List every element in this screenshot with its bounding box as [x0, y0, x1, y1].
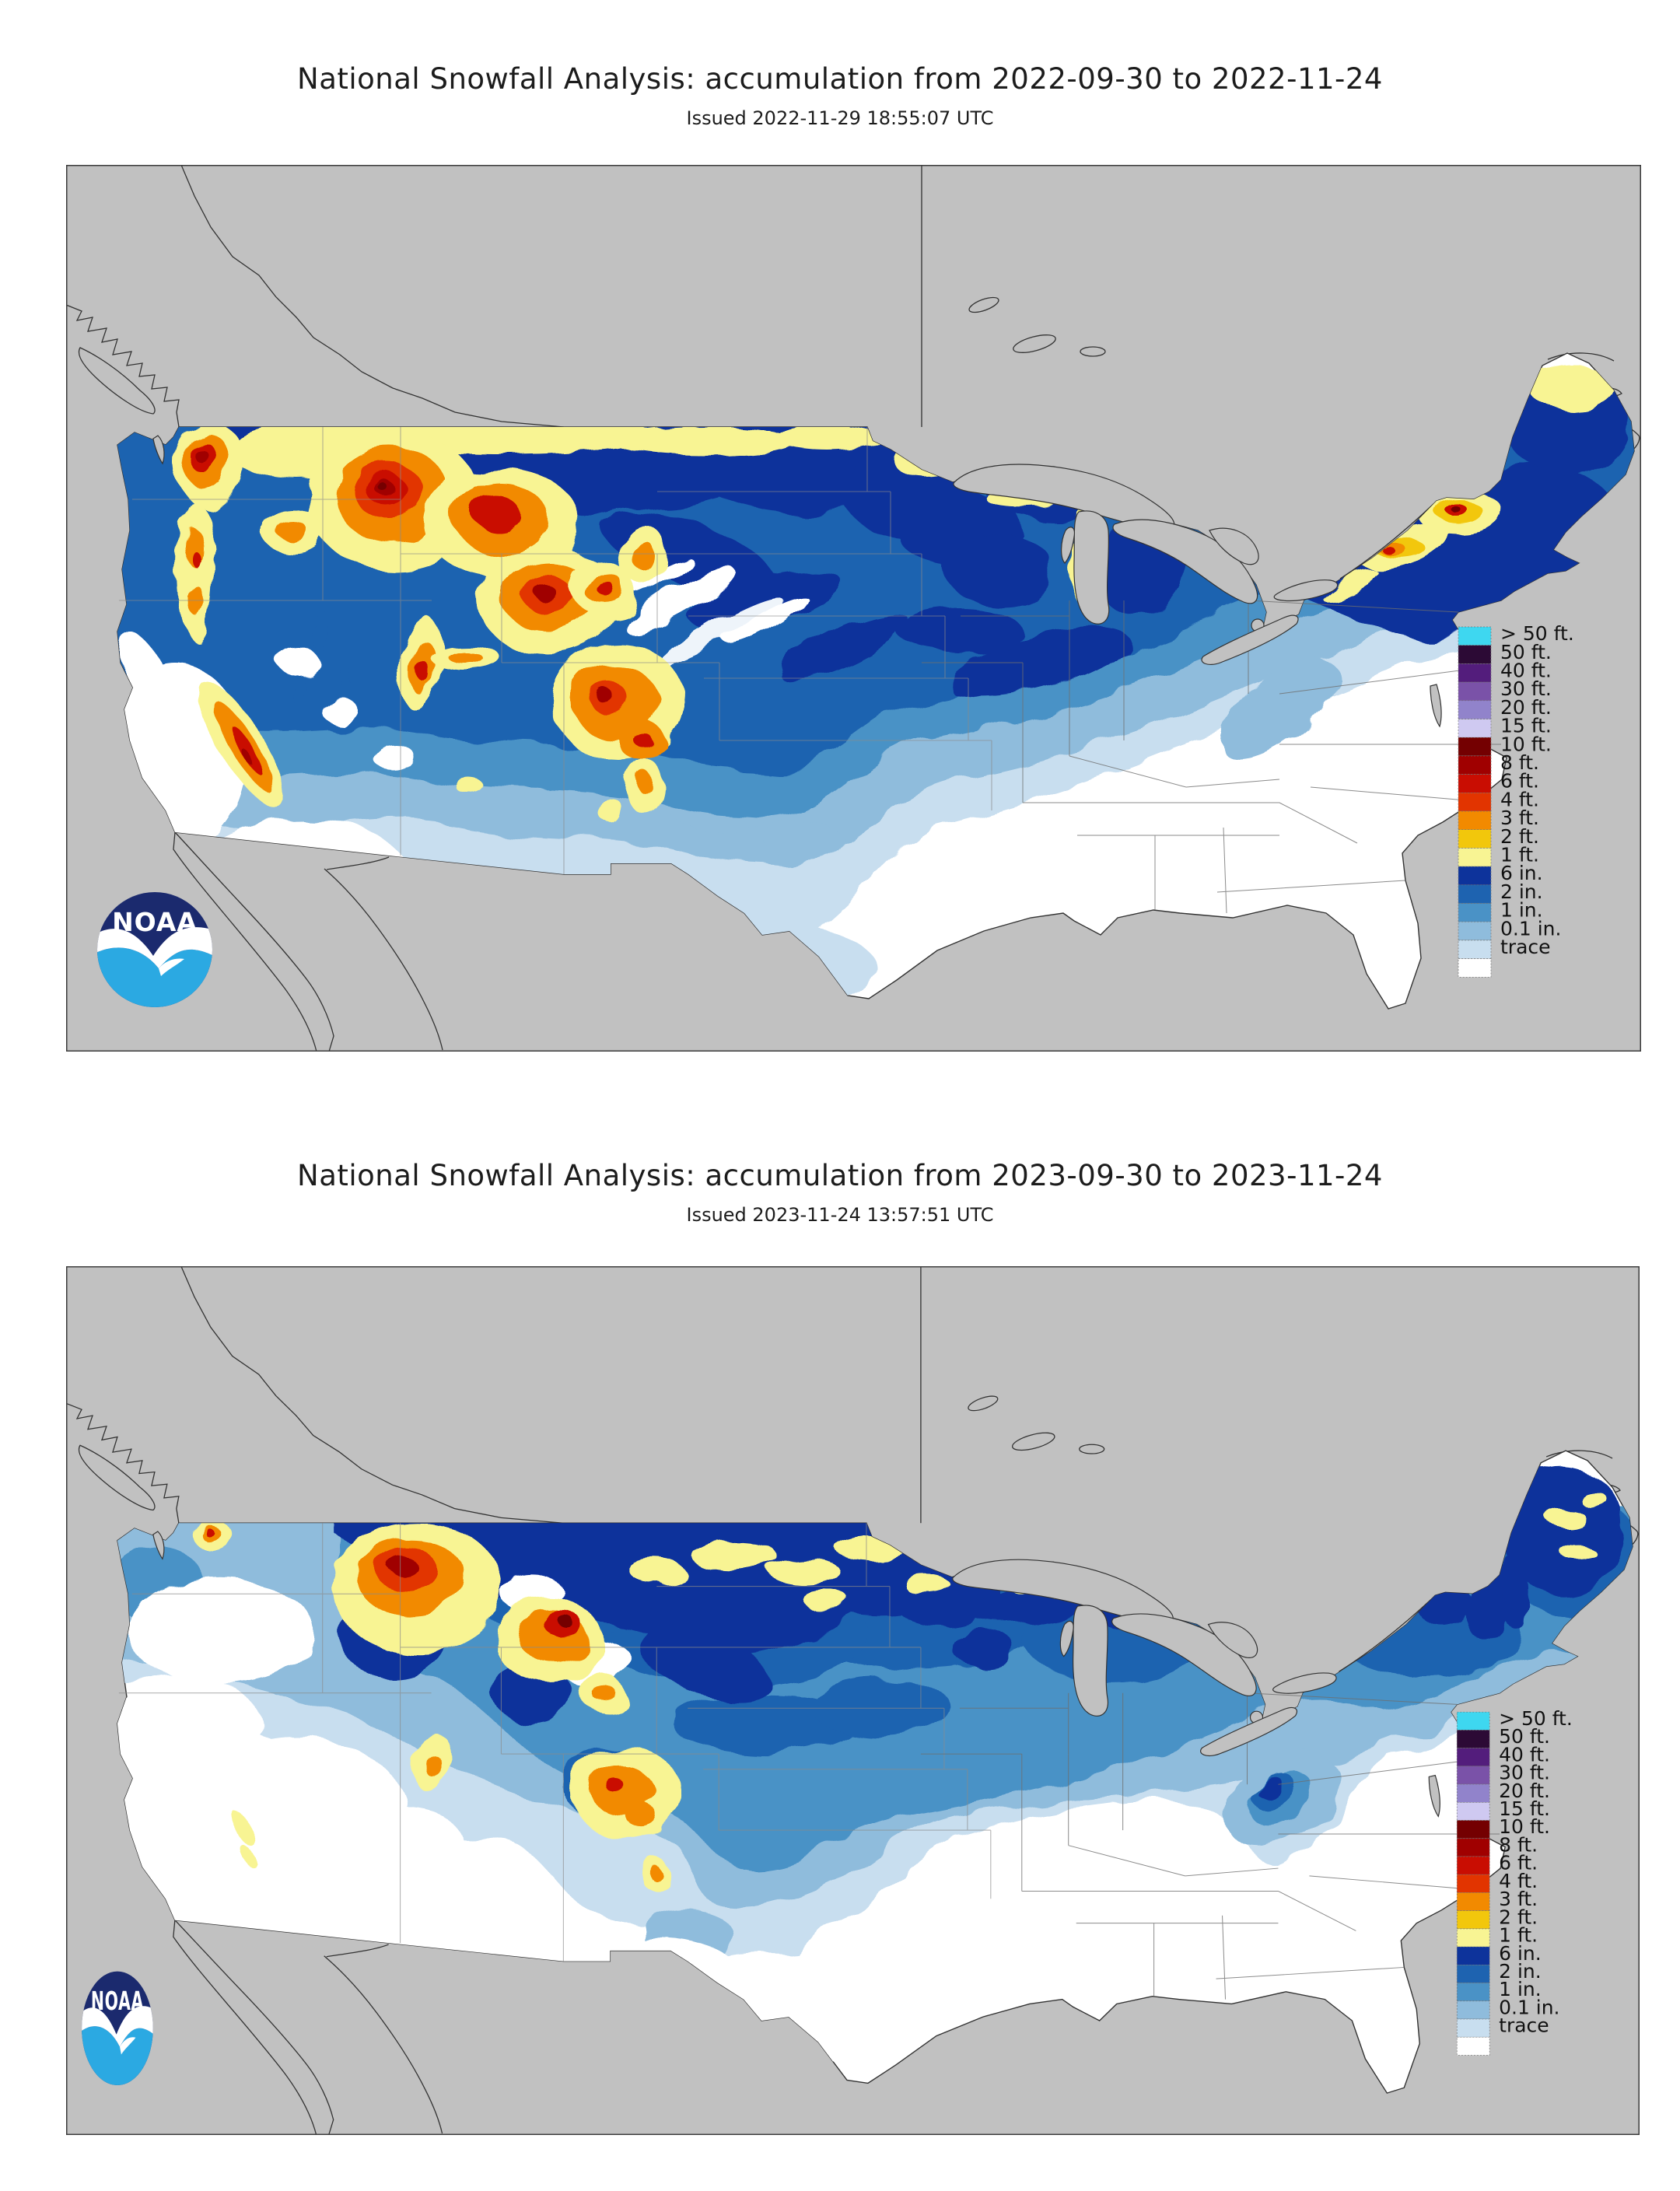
- legend-swatch: [1458, 866, 1492, 886]
- legend-swatch: [1456, 1766, 1490, 1785]
- legend-label: 1 in.: [1499, 1978, 1542, 2000]
- legend-swatch: [1456, 1983, 1490, 2002]
- legend-label: 0.1 in.: [1499, 1997, 1559, 2019]
- legend-label: 2 in.: [1499, 1960, 1542, 1983]
- legend-label: 40 ft.: [1499, 1744, 1550, 1766]
- snowfall-legend: > 50 ft.50 ft.40 ft.30 ft.20 ft.15 ft.10…: [1456, 1707, 1573, 2056]
- legend-label: > 50 ft.: [1500, 622, 1574, 645]
- map-issued-2023: Issued 2023-11-24 13:57:51 UTC: [686, 1204, 994, 1226]
- legend-swatch: [1458, 645, 1492, 664]
- legend-swatch: [1458, 810, 1492, 831]
- legend-swatch: [1458, 958, 1492, 978]
- map-canvas-2023: > 50 ft. 50 ft. 40 ft. 30 ft. 20 ft. 15 ft. 10…: [66, 1266, 1640, 2135]
- legend-label: 40 ft.: [1500, 659, 1552, 681]
- legend-label: trace: [1500, 936, 1551, 958]
- map-frame-border: [66, 1266, 1640, 2135]
- legend-label: 20 ft.: [1499, 1780, 1550, 1802]
- legend-swatch: [1456, 2018, 1490, 2038]
- legend-label: 1 ft.: [1500, 843, 1539, 866]
- legend-label: 8 ft.: [1499, 1834, 1538, 1857]
- legend-label: 4 ft.: [1500, 788, 1539, 810]
- legend-swatch: [1456, 2036, 1490, 2056]
- legend-swatch: [1458, 681, 1492, 702]
- legend-swatch: [1456, 1964, 1490, 1983]
- legend-swatch: [1458, 940, 1492, 959]
- snowfall-map-2022: NOAA: [66, 165, 1641, 1052]
- map-canvas-2022: NOAA: [66, 165, 1641, 1052]
- legend-label: 8 ft.: [1500, 751, 1539, 774]
- legend-swatch: [1456, 1910, 1490, 1930]
- legend-label: 1 ft.: [1499, 1924, 1538, 1947]
- legend-label: 20 ft.: [1500, 696, 1552, 719]
- legend-label: 15 ft.: [1500, 715, 1552, 737]
- legend-swatch: [1458, 755, 1492, 775]
- legend-label: 2 ft.: [1499, 1906, 1538, 1929]
- legend-swatch: [1458, 626, 1492, 646]
- legend-label: trace: [1499, 2014, 1549, 2037]
- map-issued-2022: Issued 2022-11-29 18:55:07 UTC: [686, 107, 994, 129]
- map-frame-border: [66, 165, 1641, 1052]
- legend-swatch: [1458, 903, 1492, 922]
- legend-swatch: [1456, 1801, 1490, 1821]
- legend-swatch: [1458, 700, 1492, 719]
- legend-swatch: [1456, 1748, 1490, 1767]
- legend-label: 10 ft.: [1499, 1815, 1550, 1838]
- legend-label: 6 ft.: [1500, 770, 1539, 793]
- map-title-2022: National Snowfall Analysis: accumulation…: [297, 62, 1383, 96]
- legend-label: 30 ft.: [1499, 1762, 1550, 1784]
- legend-swatch: [1458, 737, 1492, 757]
- legend-label: 1 in.: [1500, 899, 1543, 922]
- map-title-2023: National Snowfall Analysis: accumulation…: [297, 1159, 1383, 1192]
- legend-swatch: [1458, 719, 1492, 738]
- snowfall-map-2023: > 50 ft.50 ft.40 ft.30 ft.20 ft.15 ft.10…: [66, 1266, 1640, 2135]
- legend-swatch: [1458, 829, 1492, 849]
- legend-label: 2 in.: [1500, 880, 1543, 903]
- legend-swatch: [1458, 792, 1492, 812]
- legend-swatch: [1456, 1820, 1490, 1839]
- legend-label: 3 ft.: [1500, 807, 1539, 829]
- legend-swatch: [1456, 1783, 1490, 1803]
- legend-swatch: [1456, 1711, 1490, 1731]
- legend-label: > 50 ft.: [1499, 1707, 1573, 1730]
- snowfall-legend: > 50 ft.50 ft.40 ft.30 ft.20 ft.15 ft.10…: [1458, 622, 1574, 978]
- legend-swatch: [1458, 848, 1492, 867]
- legend-label: 10 ft.: [1500, 733, 1552, 755]
- legend-label: 6 ft.: [1499, 1852, 1538, 1874]
- legend-swatch: [1458, 774, 1492, 793]
- legend-swatch: [1458, 663, 1492, 683]
- legend-swatch: [1456, 1856, 1490, 1875]
- legend-label: 2 ft.: [1500, 825, 1539, 848]
- legend-label: 0.1 in.: [1500, 917, 1561, 940]
- legend-label: 3 ft.: [1499, 1888, 1538, 1910]
- legend-label: 6 in.: [1500, 862, 1543, 884]
- legend-swatch: [1458, 884, 1492, 904]
- legend-label: 50 ft.: [1499, 1725, 1550, 1748]
- legend-swatch: [1456, 2000, 1490, 2020]
- legend-label: 30 ft.: [1500, 677, 1552, 700]
- legend-swatch: [1456, 1928, 1490, 1948]
- legend-swatch: [1456, 1838, 1490, 1857]
- legend-swatch: [1458, 921, 1492, 941]
- legend-label: 15 ft.: [1499, 1797, 1550, 1820]
- legend-label: 50 ft.: [1500, 641, 1552, 663]
- legend-label: 6 in.: [1499, 1942, 1542, 1965]
- legend-swatch: [1456, 1946, 1490, 1965]
- legend-label: 4 ft.: [1499, 1870, 1538, 1892]
- legend-swatch: [1456, 1730, 1490, 1748]
- legend-swatch: [1456, 1892, 1490, 1911]
- legend-swatch: [1456, 1874, 1490, 1893]
